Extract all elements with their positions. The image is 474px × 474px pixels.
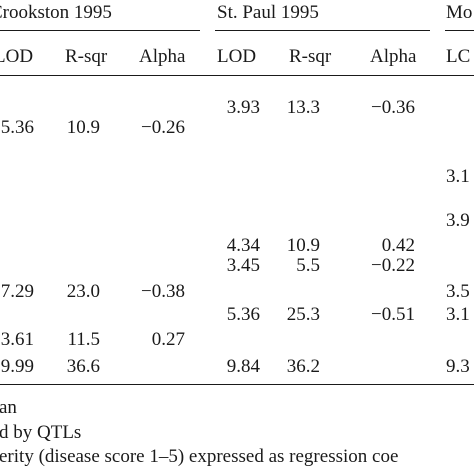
table-cell: 23.0 (66, 281, 100, 302)
table-cell: 4.34 (226, 235, 260, 256)
group-header-third: Mo (446, 2, 473, 23)
table-cell: 9.99 (0, 356, 34, 377)
footnote: erity (disease score 1–5) expressed as r… (0, 446, 399, 467)
table-cell: 13.3 (286, 97, 320, 118)
col-header-lod: LC (446, 46, 471, 67)
col-header-alpha: Alpha (139, 46, 186, 67)
table-cell: −0.22 (371, 255, 415, 276)
bottom-rule (0, 384, 474, 385)
table-cell: 3.93 (226, 97, 260, 118)
table-cell: 5.36 (226, 304, 260, 325)
table-cell: 3.9 (446, 210, 470, 231)
table-cell: −0.51 (371, 304, 415, 325)
group-rule-third (445, 30, 474, 31)
table-cell: 36.6 (66, 356, 100, 377)
footnote: an (0, 397, 17, 418)
table-cell: 3.61 (0, 329, 34, 350)
table-cell: 0.42 (381, 235, 415, 256)
group-rule-st-paul (215, 30, 430, 31)
table-cell: −0.26 (141, 117, 185, 138)
table-cell: 5.5 (296, 255, 320, 276)
group-rule-crookston (0, 30, 200, 31)
table-cell: 3.1 (446, 304, 470, 325)
col-header-alpha: Alpha (370, 46, 417, 67)
table-cell: 5.36 (0, 117, 34, 138)
table-cell: 9.84 (226, 356, 260, 377)
table-cell: 10.9 (66, 117, 100, 138)
table-cell: 10.9 (286, 235, 320, 256)
table-cell: 0.27 (151, 329, 185, 350)
col-header-lod: LOD (0, 46, 34, 67)
table-cell: 3.5 (446, 281, 470, 302)
table-cell: 3.45 (226, 255, 260, 276)
col-header-lod: LOD (217, 46, 257, 67)
table-cell: 25.3 (286, 304, 320, 325)
table-cell: 9.3 (446, 356, 470, 377)
header-rule (0, 75, 474, 76)
group-header-crookston: Crookston 1995 (0, 2, 112, 23)
footnote: d by QTLs (0, 422, 82, 443)
table-cell: 3.1 (446, 166, 470, 187)
table-cell: 7.29 (0, 281, 34, 302)
col-header-rsqr: R-sqr (65, 46, 108, 67)
group-header-st-paul: St. Paul 1995 (217, 2, 319, 23)
col-header-rsqr: R-sqr (289, 46, 332, 67)
table-cell: 36.2 (286, 356, 320, 377)
table-cell: −0.38 (141, 281, 185, 302)
table-cell: 11.5 (67, 329, 100, 350)
table-cell: −0.36 (371, 97, 415, 118)
